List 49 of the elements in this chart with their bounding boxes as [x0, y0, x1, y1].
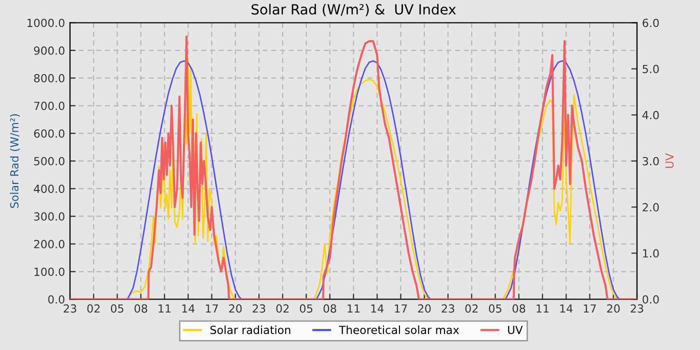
x-tick-label: 02 [465, 304, 478, 313]
x-tick-label: 23 [442, 304, 454, 313]
y-tick-label: 300.0 [34, 212, 64, 221]
y-tick-label: 400.0 [34, 184, 64, 194]
x-tick-label: 08 [134, 304, 148, 313]
x-tick-label: 20 [418, 304, 431, 313]
x-tick-label: 05 [300, 304, 312, 313]
x-tick-label: 11 [158, 304, 171, 313]
y2-tick-label: 2.0 [642, 203, 659, 212]
y2-tick-label: 5.0 [642, 64, 659, 74]
y-tick-label: 0.0 [48, 295, 64, 304]
x-tick-label: 08 [324, 304, 336, 313]
x-tick-label: 23 [252, 304, 266, 313]
x-tick-label: 23 [630, 304, 644, 313]
legend-label: UV [508, 326, 523, 334]
x-tick-label: 14 [182, 304, 195, 313]
y-tick-label: 1000.0 [27, 18, 64, 28]
x-tick-label: 17 [206, 304, 218, 313]
y2-tick-label: 3.0 [642, 156, 659, 166]
legend-label: Theoretical solar max [338, 326, 459, 334]
x-tick-label: 14 [371, 304, 384, 313]
y2-tick-label: 0.0 [642, 295, 659, 304]
y-tick-label: 800.0 [34, 74, 64, 82]
y-tick-label: 500.0 [34, 156, 64, 166]
y-tick-label: 200.0 [34, 240, 64, 248]
x-tick-label: 23 [64, 304, 76, 313]
y2-tick-label: 4.0 [642, 110, 659, 120]
x-tick-label: 17 [584, 304, 596, 313]
y2-axis-title: UV [665, 153, 674, 168]
x-tick-label: 02 [276, 304, 289, 313]
x-tick-label: 17 [394, 304, 407, 313]
legend-label: Solar radiation [210, 326, 290, 334]
x-tick-label: 14 [560, 304, 573, 313]
y-tick-label: 600.0 [34, 129, 64, 138]
x-tick-label: 20 [229, 304, 242, 313]
y-tick-label: 900.0 [34, 46, 64, 55]
x-tick-label: 20 [607, 304, 620, 313]
x-tick-label: 11 [348, 304, 360, 313]
x-tick-label: 08 [512, 304, 526, 313]
x-tick-label: 05 [110, 304, 124, 313]
y-tick-label: 100.0 [34, 268, 64, 276]
x-tick-label: 02 [87, 304, 100, 313]
x-tick-label: 11 [536, 304, 549, 313]
x-tick-label: 05 [488, 304, 502, 313]
chart-title: Solar Rad (W/m²) & UV Index [252, 4, 456, 16]
y-tick-label: 700.0 [34, 102, 64, 110]
y-axis-title: Solar Rad (W/m²) [10, 114, 20, 208]
y2-tick-label: 6.0 [642, 18, 659, 28]
y2-tick-label: 1.0 [643, 249, 659, 258]
